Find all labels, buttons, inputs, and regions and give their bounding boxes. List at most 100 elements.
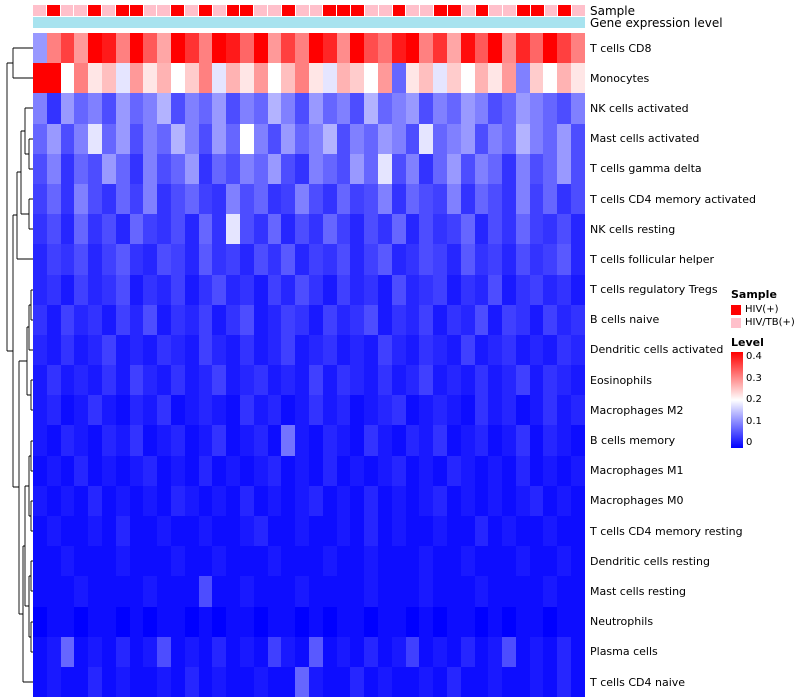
heatmap-cell — [157, 214, 171, 245]
heatmap-cell — [322, 244, 337, 275]
heatmap-cell — [502, 485, 516, 516]
heatmap-cell — [419, 365, 434, 396]
heatmap-cell — [433, 485, 447, 516]
heatmap-cell — [433, 425, 447, 456]
heatmap-cell — [433, 334, 447, 366]
heatmap-cell — [74, 63, 89, 94]
heatmap-cell — [474, 183, 489, 215]
legend-level-title: Level — [731, 336, 764, 349]
heatmap-cell — [571, 666, 585, 698]
heatmap-cell — [239, 546, 254, 577]
heatmap-cell — [129, 63, 144, 94]
heatmap-cell — [405, 485, 420, 516]
heatmap-cell — [295, 274, 309, 305]
heatmap-cell — [253, 183, 268, 215]
heatmap-cell — [460, 365, 475, 396]
heatmap-cell — [515, 395, 530, 426]
heatmap-cell — [336, 214, 351, 245]
heatmap-cell — [281, 304, 296, 335]
heatmap-cell — [419, 63, 434, 94]
heatmap-cell — [295, 334, 309, 366]
heatmap-cell — [364, 516, 378, 547]
heatmap-cell — [529, 576, 544, 607]
heatmap-cell — [571, 63, 585, 94]
heatmap-cell — [281, 63, 296, 94]
heatmap-cell — [322, 63, 337, 94]
heatmap-cell — [405, 244, 420, 275]
heatmap-cell — [446, 63, 461, 94]
heatmap-cell — [377, 304, 392, 335]
heatmap-cell — [557, 576, 572, 607]
heatmap-cell — [88, 546, 102, 577]
heatmap-cell — [101, 516, 116, 547]
heatmap-cell — [129, 636, 144, 667]
heatmap-cell — [405, 636, 420, 667]
heatmap-cell — [474, 395, 489, 426]
heatmap-cell — [143, 455, 158, 486]
heatmap-cell — [446, 304, 461, 335]
heatmap-cell — [391, 304, 406, 335]
heatmap-cell — [515, 33, 530, 64]
heatmap-cell — [253, 425, 268, 456]
heatmap-cell — [364, 274, 378, 305]
heatmap-cell — [295, 485, 309, 516]
heatmap-cell — [46, 546, 61, 577]
heatmap-cell — [184, 576, 199, 607]
heatmap-cell — [212, 516, 227, 547]
heatmap-cell — [170, 455, 185, 486]
heatmap-cell — [115, 244, 130, 275]
heatmap-cell — [295, 666, 309, 698]
heatmap-cell — [460, 606, 475, 637]
heatmap-cell — [336, 334, 351, 366]
heatmap-cell — [60, 33, 75, 64]
heatmap-cell — [281, 365, 296, 396]
sample-annotation-cell — [129, 5, 143, 16]
heatmap-cell — [60, 666, 75, 698]
heatmap-cell — [281, 546, 296, 577]
heatmap-cell — [377, 123, 392, 154]
heatmap-cell — [60, 606, 75, 637]
heatmap-cell — [515, 365, 530, 396]
heatmap-cell — [74, 214, 89, 245]
heatmap-cell — [350, 666, 365, 698]
heatmap-cell — [226, 123, 240, 154]
heatmap-cell — [322, 123, 337, 154]
sample-annotation-cell — [268, 5, 281, 16]
heatmap-cell — [143, 274, 158, 305]
heatmap-cell — [74, 183, 89, 215]
heatmap-cell — [557, 636, 572, 667]
heatmap-cell — [212, 304, 227, 335]
sample-annotation-cell — [572, 5, 586, 16]
heatmap-cell — [226, 93, 240, 124]
heatmap-grid — [33, 33, 585, 698]
heatmap-cell — [502, 576, 516, 607]
heatmap-cell — [143, 485, 158, 516]
heatmap-cell — [198, 666, 213, 698]
heatmap-cell — [350, 33, 365, 64]
heatmap-cell — [405, 425, 420, 456]
heatmap-cell — [281, 274, 296, 305]
heatmap-cell — [115, 123, 130, 154]
heatmap-cell — [46, 606, 61, 637]
heatmap-cell — [198, 123, 213, 154]
heatmap-cell — [350, 244, 365, 275]
heatmap-cell — [488, 485, 503, 516]
heatmap-cell — [433, 33, 447, 64]
heatmap-cell — [571, 516, 585, 547]
heatmap-cell — [101, 485, 116, 516]
heatmap-cell — [488, 153, 503, 184]
sample-annotation-cell — [516, 5, 530, 16]
sample-annotation-cell — [558, 5, 572, 16]
heatmap-cell — [488, 576, 503, 607]
heatmap-cell — [515, 123, 530, 154]
heatmap-cell — [502, 304, 516, 335]
heatmap-cell — [239, 576, 254, 607]
heatmap-cell — [308, 485, 323, 516]
heatmap-cell — [502, 153, 516, 184]
heatmap-cell — [198, 365, 213, 396]
heatmap-cell — [571, 244, 585, 275]
heatmap-cell — [157, 274, 171, 305]
heatmap-cell — [74, 365, 89, 396]
heatmap-row — [33, 304, 585, 335]
heatmap-cell — [239, 123, 254, 154]
